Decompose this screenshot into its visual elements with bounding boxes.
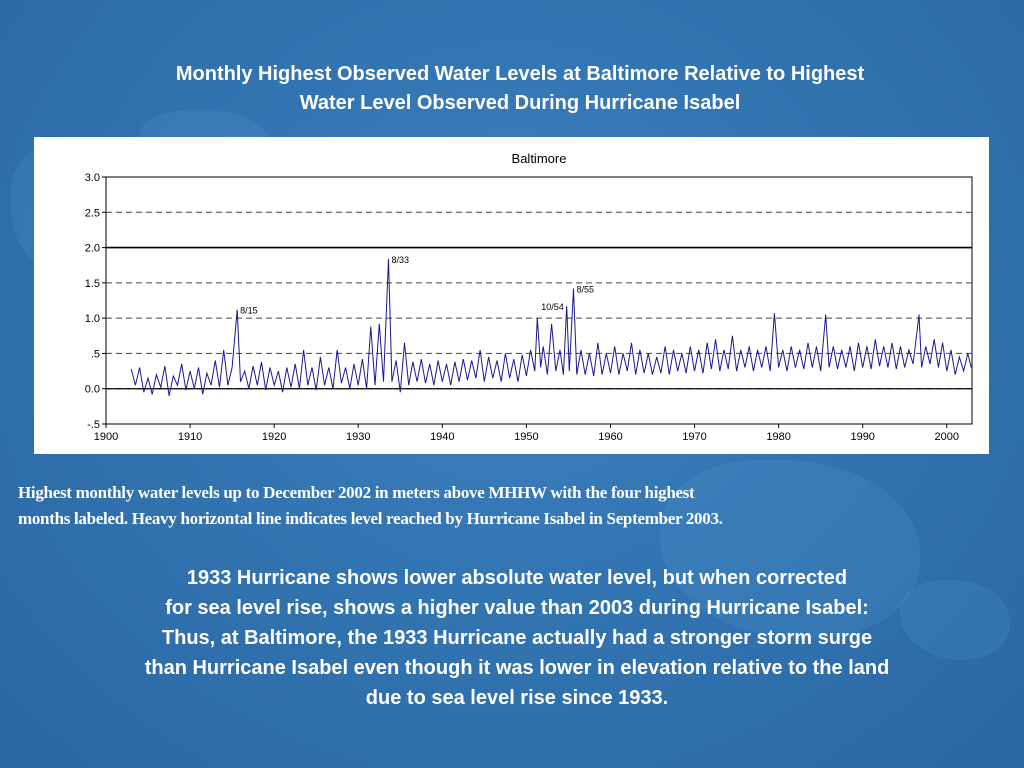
chart-panel: Baltimore 3.0 2.5 2.0 1.5 1.0 .5 0.0 -.5 1900 1910…: [34, 137, 989, 454]
peak-label: 8/55: [576, 285, 594, 295]
slide-title-line-1: Monthly Highest Observed Water Levels at…: [175, 63, 865, 85]
peak-label: 10/54: [541, 302, 564, 312]
x-tick-label: 1990: [850, 431, 874, 443]
x-tick-label: 1900: [94, 431, 118, 443]
x-tick-label: 1910: [178, 431, 202, 443]
y-tick-label: 1.0: [85, 313, 100, 325]
series-line-0: [130, 258, 972, 396]
conclusion-note: 1933 Hurricane shows lower absolute wate…: [20, 563, 1014, 713]
y-tick-label: 2.0: [85, 243, 100, 255]
slide-title: Monthly Highest Observed Water Levels at…: [40, 60, 1000, 118]
caption-line-1: Highest monthly water levels up to Decem…: [18, 483, 695, 502]
note-line-3: Thus, at Baltimore, the 1933 Hurricane a…: [161, 627, 873, 649]
x-tick-label: 1950: [514, 431, 538, 443]
note-line-1: 1933 Hurricane shows lower absolute wate…: [186, 567, 848, 589]
chart-title: Baltimore: [512, 151, 567, 166]
x-tick-label: 2000: [935, 431, 959, 443]
x-tick-label: 1980: [766, 431, 790, 443]
peak-label: 8/33: [392, 255, 410, 265]
x-tick-label: 1920: [262, 431, 286, 443]
peak-label: 8/15: [240, 306, 258, 316]
y-tick-label: 2.5: [85, 207, 100, 219]
y-tick-label: 0.0: [85, 384, 100, 396]
plot-frame: [105, 176, 973, 425]
y-tick-label: 1.5: [85, 278, 100, 290]
background-map-shape: [660, 460, 920, 640]
x-tick-label: 1940: [430, 431, 454, 443]
note-line-2: for sea level rise, shows a higher value…: [165, 597, 869, 619]
note-line-5: due to sea level rise since 1933.: [365, 687, 669, 709]
x-tick-label: 1930: [346, 431, 370, 443]
y-tick-label: -.5: [87, 419, 100, 431]
background-map-shape: [900, 580, 1010, 660]
x-tick-label: 1960: [598, 431, 622, 443]
y-tick-label: 3.0: [85, 172, 100, 184]
slide-title-line-2: Water Level Observed During Hurricane Is…: [299, 92, 741, 114]
chart-caption: Highest monthly water levels up to Decem…: [18, 480, 1018, 532]
y-tick-label: .5: [91, 348, 100, 360]
caption-line-2: months labeled. Heavy horizontal line in…: [18, 509, 723, 528]
x-tick-label: 1970: [682, 431, 706, 443]
note-line-4: than Hurricane Isabel even though it was…: [144, 657, 890, 679]
